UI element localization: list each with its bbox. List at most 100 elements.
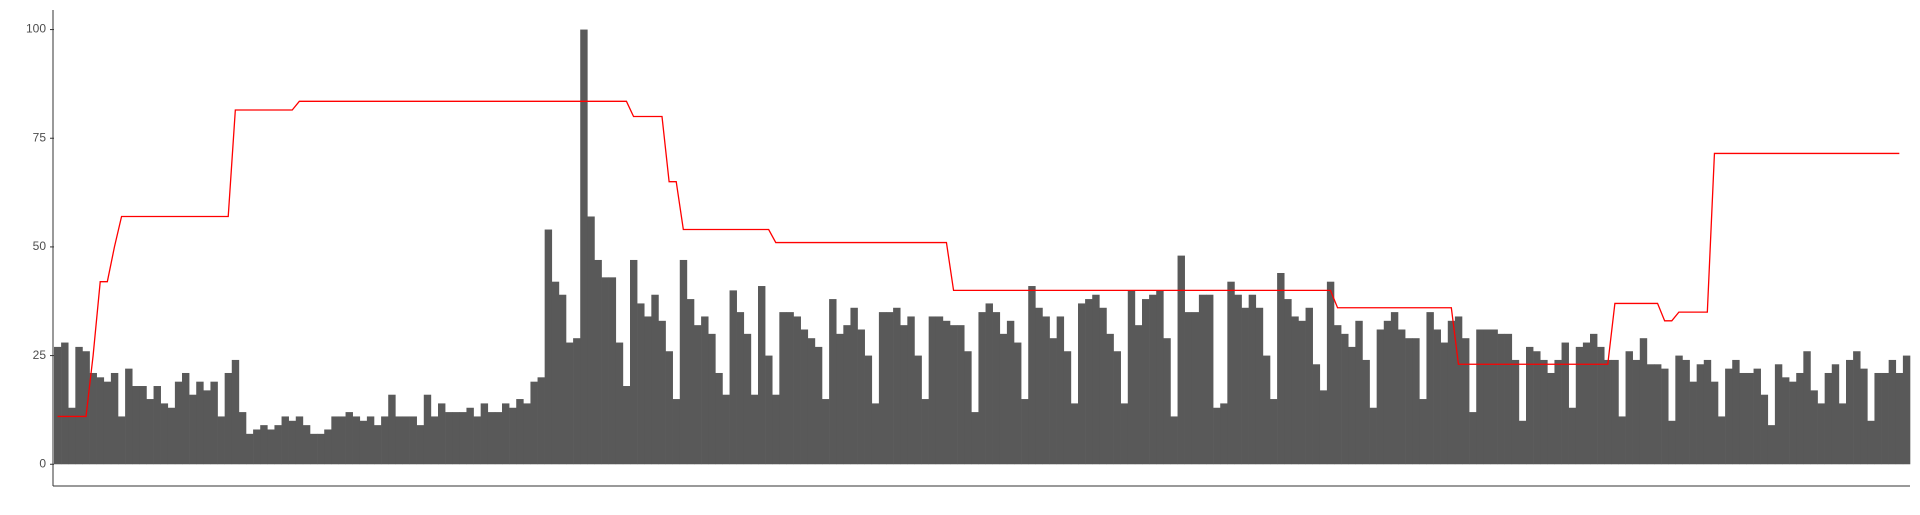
bar (1163, 338, 1171, 465)
bar (125, 368, 133, 465)
bar (288, 420, 297, 465)
bar (1390, 312, 1399, 465)
bar (1348, 346, 1356, 465)
bar (566, 342, 574, 465)
bar (381, 416, 389, 465)
bar (1668, 420, 1676, 465)
bar (601, 277, 609, 465)
bar (1454, 316, 1463, 465)
bar (1305, 307, 1313, 465)
bar (644, 316, 652, 465)
bar (921, 399, 929, 465)
bar (374, 425, 382, 465)
bar (1476, 329, 1484, 465)
bar (61, 342, 69, 465)
bar (1561, 342, 1569, 465)
bar (743, 333, 752, 465)
bar (686, 299, 695, 465)
bar (1241, 307, 1249, 465)
bar (395, 416, 403, 465)
bar (1341, 333, 1349, 465)
bar (324, 429, 332, 465)
bar (544, 229, 553, 465)
bar (1661, 368, 1669, 465)
bar (1632, 359, 1641, 465)
bar (1099, 307, 1107, 465)
bar (694, 325, 702, 465)
bar (1014, 342, 1022, 465)
bar (516, 399, 524, 465)
bar (388, 394, 396, 465)
bar (971, 412, 979, 465)
bar (317, 433, 325, 465)
bar (217, 416, 225, 465)
bar (473, 416, 481, 465)
bar (1085, 299, 1093, 465)
bar (274, 425, 282, 465)
bar (68, 407, 76, 465)
bar (75, 346, 83, 465)
bar (1191, 312, 1200, 465)
bar (423, 394, 432, 465)
bar (800, 329, 809, 465)
bar (1049, 338, 1057, 465)
bar (608, 277, 617, 465)
bar (1006, 320, 1015, 465)
bar (416, 425, 425, 465)
bar (1874, 372, 1882, 465)
bar (345, 412, 353, 465)
bar (630, 259, 638, 465)
bar (352, 416, 361, 465)
bar (1554, 359, 1562, 465)
bar (1262, 355, 1271, 465)
bar (1383, 320, 1392, 465)
bar (231, 359, 240, 465)
bar (1270, 399, 1278, 465)
bar (1419, 399, 1427, 465)
bar (1319, 390, 1328, 465)
bar (907, 316, 915, 465)
bar (1604, 359, 1612, 465)
bar (1646, 364, 1655, 465)
bar (722, 394, 730, 465)
bar (1021, 399, 1029, 465)
bar (558, 294, 567, 465)
bar (1255, 307, 1264, 465)
bar (1440, 342, 1449, 465)
bar (1334, 325, 1342, 465)
bar (1284, 299, 1292, 465)
bar (359, 420, 368, 465)
bar (1063, 351, 1072, 465)
bar (196, 381, 204, 465)
bar (1220, 403, 1228, 465)
y-tick-label: 0 (39, 456, 46, 470)
bar (1888, 359, 1897, 465)
bar (935, 316, 944, 465)
bar (1810, 390, 1818, 465)
bar (1483, 329, 1491, 465)
bar (715, 372, 723, 465)
bar (829, 299, 837, 465)
bar (843, 325, 851, 465)
bar (594, 259, 602, 465)
bar (1120, 403, 1129, 465)
bar (89, 372, 97, 465)
bar (153, 386, 161, 465)
bar (509, 407, 517, 465)
bar (1142, 299, 1150, 465)
bar (1134, 325, 1143, 465)
bar (267, 429, 275, 465)
bar (772, 394, 780, 465)
bar (701, 316, 709, 465)
bar (765, 355, 773, 465)
bar (331, 416, 339, 465)
bar (260, 425, 268, 465)
bar (665, 351, 673, 465)
bar (1469, 412, 1477, 465)
bar (1206, 294, 1214, 465)
bar (203, 390, 211, 465)
bar (573, 338, 581, 465)
bar (615, 342, 624, 465)
bar (523, 403, 531, 465)
bar (1774, 364, 1783, 465)
